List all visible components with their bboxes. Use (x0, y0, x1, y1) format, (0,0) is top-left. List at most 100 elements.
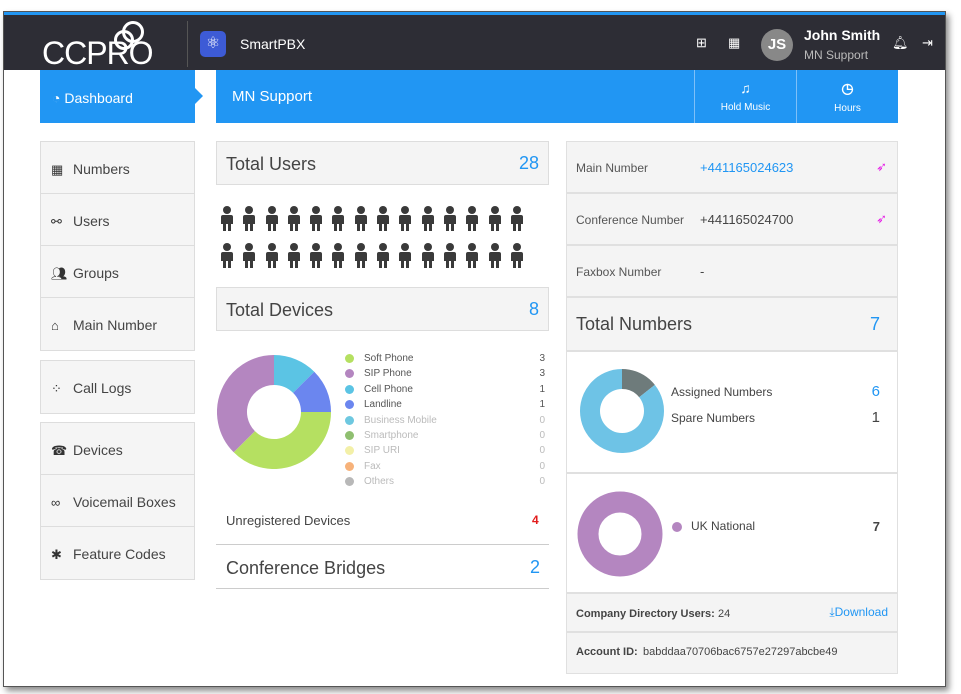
music-note-icon: ♫ (740, 80, 751, 96)
download-link[interactable]: ⤓Download (829, 605, 888, 620)
sidebar-item-label: Main Number (73, 317, 158, 333)
donut-slice-sip-phone[interactable] (217, 355, 275, 453)
legend-label: Landline (364, 399, 402, 411)
account-id-value: babddaa70706bac6757e27297abcbe49 (643, 646, 838, 658)
groups-icon: 👥︎ (51, 266, 68, 281)
legend-label: SIP Phone (364, 368, 412, 380)
sidebar-item-voicemail[interactable]: ∞ Voicemail Boxes (41, 475, 194, 527)
donut-slice-spare[interactable] (621, 369, 655, 398)
donut-slice-cell-phone[interactable] (273, 355, 315, 394)
sidebar-item-call-logs[interactable]: ⁘ Call Logs (41, 361, 194, 413)
legend-dot (345, 477, 354, 487)
ccpro-logo[interactable]: CCPRO (42, 21, 154, 71)
spare-numbers-value: 1 (871, 409, 880, 426)
grid-icon: ▦ (51, 162, 64, 177)
number-types-panel: UK National 7 (566, 473, 898, 593)
logout-icon[interactable]: ⇥ (922, 35, 933, 50)
legend-item[interactable]: Business Mobile 0 (345, 414, 545, 429)
sidebar-item-devices[interactable]: ☎︎ Devices (41, 423, 194, 475)
total-devices-card[interactable]: Total Devices 8 (216, 287, 549, 331)
legend-value: 0 (539, 460, 545, 472)
legend-item[interactable]: Smartphone 0 (345, 429, 545, 444)
sidebar-item-label: Numbers (73, 161, 130, 177)
sidebar-item-label: Users (73, 213, 110, 229)
legend-value: 0 (539, 429, 545, 441)
legend-item[interactable]: SIP Phone 3 (345, 367, 545, 382)
legend-item[interactable]: Landline 1 (345, 398, 545, 413)
total-numbers-count: 7 (869, 314, 880, 334)
main-number-link[interactable]: +441165024623 (700, 160, 794, 175)
assigned-numbers-donut[interactable] (579, 368, 665, 454)
main-number-label: Main Number (576, 161, 649, 175)
avatar[interactable]: JS (761, 29, 793, 61)
donut-slice-landline[interactable] (292, 371, 331, 413)
org-tree-icon[interactable]: ⊞ (696, 35, 707, 50)
person-icon (263, 206, 281, 232)
divider (216, 588, 549, 589)
person-icon (329, 206, 347, 232)
legend-value: 0 (539, 445, 545, 457)
legend-dot (345, 461, 354, 471)
unregistered-devices-label: Unregistered Devices (226, 513, 351, 528)
total-users-title: Total Users (226, 154, 317, 174)
apps-grid-icon[interactable]: ▦ (728, 35, 741, 50)
sidebar-item-users[interactable]: ⚯ Users (41, 194, 194, 246)
legend-dot (345, 354, 354, 363)
directory-row: Company Directory Users: 24 ⤓Download (566, 593, 898, 632)
donut-slice-assigned[interactable] (580, 369, 664, 453)
app-name[interactable]: SmartPBX (240, 36, 306, 52)
asterisk-icon: ✱ (51, 547, 62, 562)
person-icon (508, 206, 526, 232)
total-users-card[interactable]: Total Users 28 (216, 141, 549, 185)
total-users-count: 28 (518, 153, 539, 173)
bell-icon[interactable]: 🔔︎ (892, 35, 909, 50)
sidebar-item-feature-codes[interactable]: ✱ Feature Codes (41, 527, 194, 579)
hours-button[interactable]: ◷ Hours (796, 70, 898, 123)
legend-label: Fax (364, 460, 381, 472)
sidebar-item-groups[interactable]: 👥︎ Groups (41, 246, 194, 298)
legend-item[interactable]: Cell Phone 1 (345, 383, 545, 398)
donut-slice-uk-national[interactable] (577, 491, 663, 577)
sidebar-item-numbers[interactable]: ▦ Numbers (41, 142, 194, 194)
download-icon: ⤓ (829, 605, 835, 619)
total-numbers-header[interactable]: Total Numbers 7 (566, 297, 898, 351)
total-devices-count: 8 (528, 299, 539, 319)
dashboard-gauge-icon: ◔ (52, 90, 65, 106)
sidebar-item-label: Dashboard (64, 90, 133, 106)
hold-music-button[interactable]: ♫ Hold Music (694, 70, 796, 123)
devices-icon: ☎︎ (51, 443, 68, 458)
conference-bridges-title[interactable]: Conference Bridges (226, 558, 386, 578)
rocket-icon[interactable]: ➶ (876, 159, 887, 174)
person-icon (419, 206, 437, 232)
sidebar-item-dashboard[interactable]: ◔ Dashboard (40, 70, 195, 123)
legend-value: 3 (539, 353, 545, 364)
smartpbx-atom-icon[interactable]: ⚛ (200, 31, 226, 57)
number-types-donut[interactable] (577, 491, 663, 577)
account-id-label: Account ID: (576, 646, 638, 658)
legend-item[interactable]: Soft Phone 3 (345, 352, 545, 367)
legend-item[interactable]: SIP URI 0 (345, 444, 545, 459)
user-name[interactable]: John Smith (804, 27, 881, 43)
sidebar-item-main-number[interactable]: ⌂ Main Number (41, 298, 194, 350)
clock-icon: ◷ (841, 80, 854, 96)
legend-value: 0 (539, 476, 545, 488)
legend-item[interactable]: Fax 0 (345, 460, 545, 475)
person-icon (441, 243, 459, 269)
devices-donut-chart[interactable] (217, 355, 331, 469)
conference-bridges-count: 2 (530, 557, 541, 577)
users-icon: ⚯ (51, 214, 62, 229)
donut-slice-soft-phone[interactable] (233, 411, 331, 469)
rocket-icon[interactable]: ➶ (876, 211, 887, 226)
home-icon: ⌂ (51, 318, 59, 333)
total-devices-title: Total Devices (226, 300, 334, 320)
legend-dot (345, 369, 354, 379)
uk-national-dot (672, 522, 682, 532)
conference-number-row: Conference Number +441165024700 ➶ (566, 193, 898, 245)
call-logs-icon: ⁘ (51, 381, 62, 396)
logo-text: CCPRO (42, 35, 154, 71)
legend-value: 0 (539, 414, 545, 426)
active-indicator-arrow (195, 88, 203, 104)
faxbox-number-value: - (700, 264, 705, 279)
legend-label: Cell Phone (364, 383, 413, 395)
legend-item[interactable]: Others 0 (345, 475, 545, 490)
